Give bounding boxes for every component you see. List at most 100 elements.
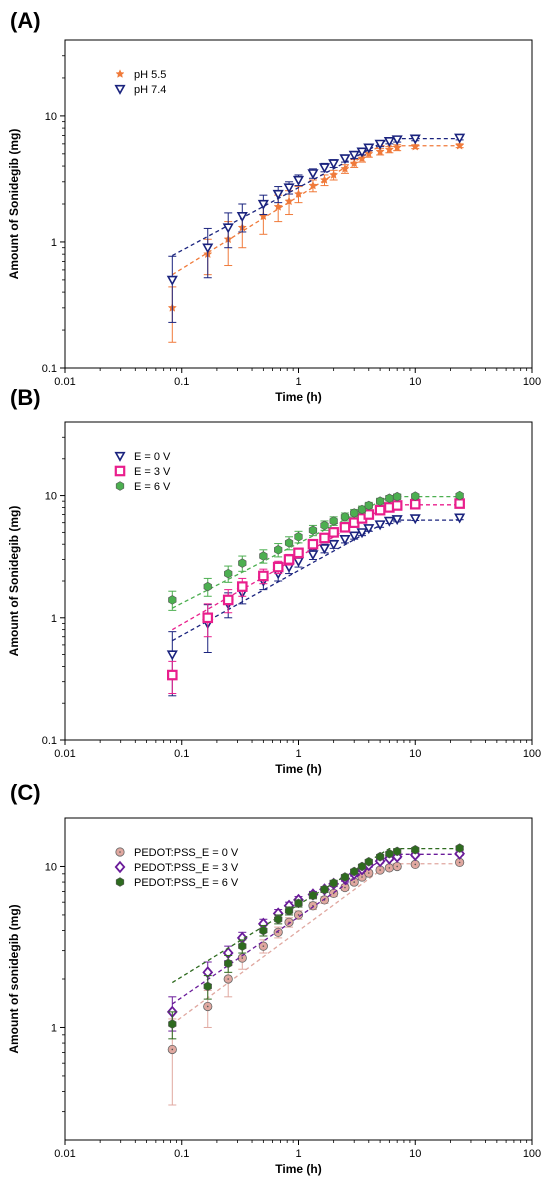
fit-line [171,145,460,276]
data-point [294,898,303,909]
legend-label: pH 7.4 [134,84,166,96]
data-point [308,890,318,901]
data-point [349,158,359,168]
legend-marker [114,465,126,477]
data-point [284,538,294,548]
data-point [202,243,214,254]
data-point [328,159,340,170]
data-point-center [379,869,381,871]
data-point [166,650,178,661]
x-tick-label: 0.1 [174,1148,189,1160]
data-point [274,914,283,925]
data-point [339,154,351,165]
data-point [307,550,319,561]
x-tick-label: 0.01 [54,1148,75,1160]
panel-label: (C) [10,780,41,805]
data-point [455,843,464,853]
legend-label: E = 6 V [134,481,171,493]
data-point [168,1019,177,1029]
data-point-center [361,876,363,878]
y-tick-label: 1 [51,613,57,625]
data-point [238,558,247,568]
series-0 [166,513,466,697]
data-point [293,547,304,559]
fit-line [171,137,460,257]
data-point [292,175,305,186]
data-point [203,581,212,592]
data-point-center [396,865,398,868]
data-point [348,531,360,542]
x-axis-title: Time (h) [275,390,321,404]
fit-line [171,504,460,631]
x-tick-label: 0.1 [174,748,189,760]
data-point [385,848,394,859]
series-2 [168,843,464,1040]
y-axis-title: Amount of Sonidegib (mg) [7,506,21,657]
fit-line [171,853,460,1005]
data-point-center [344,886,346,889]
x-tick-label: 0.1 [174,376,189,388]
data-point [222,223,234,234]
data-point [454,513,466,524]
data-point-center [353,881,356,883]
data-point [410,141,420,151]
data-point [454,133,466,144]
data-point [318,163,331,174]
fit-line [171,848,460,984]
data-point [236,212,248,223]
data-point [411,491,420,501]
chart-panel-2: (C) 0.01 0.1 1 10 100 1 10 Time (h) Amount of son… [7,780,541,1176]
data-point [393,491,402,502]
data-point [259,925,268,936]
data-point [258,570,269,582]
data-point [319,175,330,184]
data-point [391,850,403,863]
data-point-center [367,872,370,874]
data-point [328,527,339,538]
data-point [320,520,329,531]
data-point [259,551,268,561]
x-axis-title: Time (h) [275,1162,321,1176]
data-point [374,504,386,516]
series-2 [168,490,464,611]
y-axis-title: Amount of Sonidegib (mg) [7,129,21,280]
data-point [364,856,373,867]
data-point [283,554,295,565]
legend-label: PEDOT:PSS_E = 0 V [134,847,239,859]
data-point [363,524,375,535]
data-point [224,958,233,969]
data-point [329,170,339,179]
data-point [356,147,368,158]
data-point [307,538,319,550]
data-point [374,139,386,150]
data-point [357,153,367,163]
y-axis-title: Amount of sonidegib (mg) [7,904,21,1053]
data-point [363,509,375,520]
data-point [329,516,338,526]
data-point [391,135,403,146]
data-point [320,884,329,895]
legend-label: PEDOT:PSS_E = 6 V [134,877,239,889]
data-point [222,594,234,606]
data-point [356,528,368,539]
x-tick-label: 10 [409,748,421,760]
legend-label: E = 0 V [134,451,171,463]
data-point [224,568,233,579]
data-point [348,150,360,161]
data-point [392,142,402,152]
x-tick-label: 0.01 [54,376,75,388]
data-point [203,981,212,992]
data-point [374,520,386,531]
data-point-center [262,945,265,947]
data-point [409,134,421,145]
data-point [328,540,340,551]
data-point [284,196,294,206]
data-point [364,500,373,511]
panel-label: (A) [10,8,41,33]
series-1 [167,498,465,695]
panel-label: (B) [10,385,41,410]
fit-line [172,496,460,609]
data-point [454,847,466,860]
